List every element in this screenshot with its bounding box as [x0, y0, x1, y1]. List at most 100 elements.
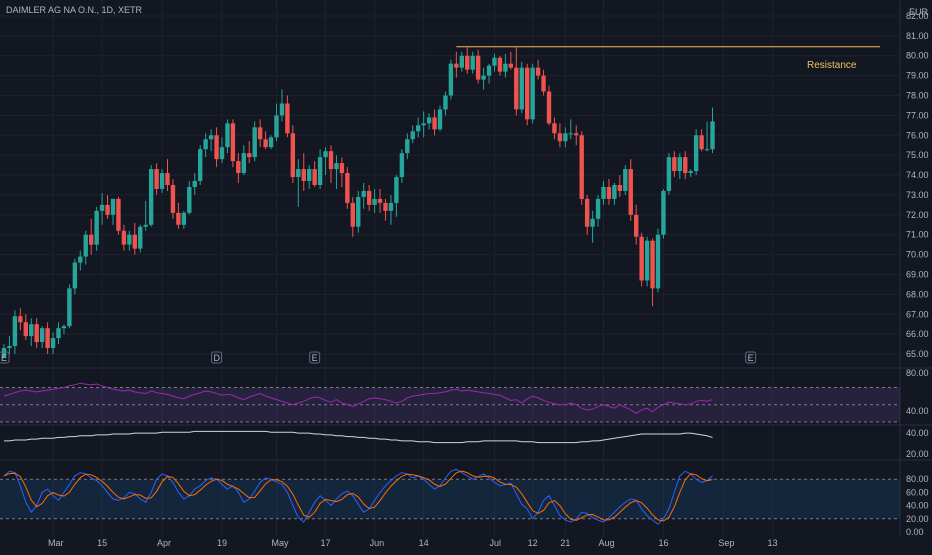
candle-body — [192, 181, 197, 187]
candle-body — [312, 169, 317, 185]
candle-body — [492, 57, 497, 66]
candle-body — [214, 135, 219, 160]
candle-body — [67, 288, 72, 327]
candle-body — [61, 326, 67, 329]
event-marker — [309, 351, 321, 364]
candle-body — [437, 109, 443, 130]
candle-body — [154, 169, 159, 189]
candle-body — [110, 198, 116, 215]
candle-body — [328, 151, 334, 170]
stoch-tick-label: 0.00 — [906, 527, 924, 537]
candle-body — [247, 153, 252, 158]
candle-body — [443, 95, 448, 110]
candle-body — [39, 328, 45, 343]
price-tick-label: 75.00 — [906, 150, 929, 160]
candle-body — [23, 322, 28, 337]
candle-body — [693, 135, 699, 172]
candle-body — [29, 324, 34, 337]
candle-body — [350, 202, 355, 227]
event-marker — [745, 351, 757, 364]
candle-body — [241, 153, 246, 174]
candle-body — [83, 234, 88, 257]
time-tick-label: 19 — [217, 538, 227, 548]
candle-body — [301, 169, 306, 182]
candle-body — [356, 196, 361, 227]
candle-body — [514, 67, 519, 110]
candle-body — [410, 131, 415, 140]
price-tick-label: 79.00 — [906, 71, 929, 81]
candle-body — [535, 67, 541, 76]
candle-body — [568, 133, 573, 135]
price-tick-label: 73.00 — [906, 190, 929, 200]
middle-tick-label: 20.00 — [906, 449, 929, 459]
rsi-tick-label: 80.00 — [906, 368, 929, 378]
candle-body — [208, 135, 214, 140]
time-tick-label: Sep — [718, 538, 734, 548]
candle-body — [187, 186, 192, 213]
candle-body — [448, 63, 454, 96]
candle-body — [366, 190, 372, 205]
candle-body — [159, 173, 165, 189]
candle-body — [546, 91, 552, 124]
event-marker — [0, 351, 10, 364]
candle-body — [290, 133, 296, 178]
candle-body — [623, 169, 628, 191]
stoch-tick-label: 60.00 — [906, 487, 929, 497]
candle-body — [574, 133, 579, 136]
candle-body — [595, 198, 601, 219]
time-tick-label: Jul — [490, 538, 502, 548]
time-tick-label: 13 — [767, 538, 777, 548]
candle-body — [677, 157, 682, 172]
stoch-tick-label: 80.00 — [906, 474, 929, 484]
candle-body — [405, 139, 410, 154]
rsi-line — [3, 382, 713, 414]
candle-body — [683, 157, 688, 174]
candle-body — [541, 75, 546, 92]
candle-body — [661, 190, 666, 235]
middle-tick-label: 40.00 — [906, 428, 929, 438]
time-tick-label: 14 — [419, 538, 429, 548]
time-tick-label: Aug — [599, 538, 615, 548]
price-tick-label: 74.00 — [906, 170, 929, 180]
price-tick-label: 68.00 — [906, 289, 929, 299]
stoch-tick-label: 40.00 — [906, 501, 929, 511]
candle-body — [323, 151, 328, 158]
candle-body — [590, 218, 595, 227]
candle-body — [50, 338, 56, 349]
candle-body — [377, 198, 383, 203]
candle-body — [45, 328, 50, 349]
candle-body — [339, 163, 345, 174]
candle-body — [383, 202, 388, 211]
time-tick-label: 21 — [560, 538, 570, 548]
candle-body — [263, 139, 268, 148]
candle-body — [601, 186, 606, 199]
candle-body — [606, 186, 612, 199]
price-tick-label: 82.00 — [906, 11, 929, 21]
candle-body — [138, 226, 143, 249]
price-tick-label: 78.00 — [906, 91, 929, 101]
candle-body — [399, 153, 405, 178]
candle-body — [372, 198, 377, 205]
candle-body — [132, 234, 137, 249]
rsi-tick-label: 40.00 — [906, 406, 929, 416]
price-tick-label: 72.00 — [906, 210, 929, 220]
candle-body — [252, 127, 257, 158]
price-tick-label: 77.00 — [906, 110, 929, 120]
candle-body — [345, 173, 350, 203]
candle-body — [655, 234, 661, 289]
candle-body — [584, 198, 590, 227]
candle-body — [486, 65, 492, 76]
candle-body — [94, 210, 99, 245]
candle-body — [497, 57, 503, 72]
candle-body — [704, 149, 710, 151]
price-tick-label: 71.00 — [906, 230, 929, 240]
candle-body — [127, 234, 132, 245]
candle-body — [296, 169, 301, 178]
price-tick-label: 66.00 — [906, 329, 929, 339]
middle-indicator-line — [4, 430, 713, 444]
event-marker — [211, 351, 223, 364]
price-tick-label: 67.00 — [906, 309, 929, 319]
candle-body — [176, 212, 181, 225]
